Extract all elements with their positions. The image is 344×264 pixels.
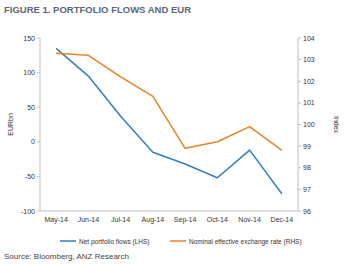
y-tick-label: 50: [27, 104, 35, 111]
y2-tick-label: 96: [303, 208, 311, 215]
x-tick-label: May-14: [44, 216, 67, 224]
y2-tick: [298, 59, 301, 60]
x-tick-label: Aug-14: [142, 216, 165, 224]
y-axis-label: EURbn: [7, 113, 14, 136]
y2-tick-label: 101: [303, 99, 315, 106]
y2-axis-label: Index: [333, 116, 340, 134]
y2-tick-label: 98: [303, 164, 311, 171]
y2-tick-label: 102: [303, 78, 315, 85]
y2-tick: [298, 211, 301, 212]
y2-tick: [298, 124, 301, 125]
plot-area: [56, 48, 282, 193]
y-tick-label: -50: [25, 173, 35, 180]
y-tick: [37, 72, 40, 73]
x-tick-label: Dec-14: [271, 216, 294, 223]
y-tick-label: 100: [23, 69, 35, 76]
x-tick-label: Sep-14: [174, 216, 197, 224]
legend-swatch: [60, 240, 76, 242]
x-tick-label: Jul-14: [111, 216, 130, 223]
x-tick-label: Jun-14: [78, 216, 100, 223]
y2-tick: [298, 189, 301, 190]
y2-tick: [298, 102, 301, 103]
x-axis-line: [40, 211, 298, 212]
y-tick: [37, 107, 40, 108]
series-line: [56, 53, 282, 150]
x-tick-label: Oct-14: [207, 216, 228, 223]
y2-tick: [298, 81, 301, 82]
y2-tick: [298, 38, 301, 39]
source: Source: Bloomberg, ANZ Research: [4, 252, 129, 261]
y-tick-label: 0: [31, 138, 35, 145]
series-line: [56, 48, 282, 193]
legend-swatch: [170, 240, 186, 242]
y-axis-line: [40, 38, 41, 211]
y-tick: [37, 38, 40, 39]
y-tick: [37, 211, 40, 212]
legend-label: Net portfolio flows (LHS): [79, 238, 149, 246]
chart: FIGURE 1. PORTFOLIO FLOWS AND EUR -100 -50…: [0, 0, 344, 264]
y2-tick: [298, 146, 301, 147]
y-tick-label: 150: [23, 35, 35, 42]
y-tick: [37, 141, 40, 142]
x-tick-label: Nov-14: [238, 216, 261, 223]
legend-label: Nominal effective exchange rate (RHS): [189, 238, 302, 246]
y2-tick-label: 103: [303, 56, 315, 63]
y-tick-label: -100: [21, 208, 35, 215]
title: FIGURE 1. PORTFOLIO FLOWS AND EUR: [4, 4, 191, 15]
y2-tick-label: 104: [303, 35, 315, 42]
y2-tick-label: 100: [303, 121, 315, 128]
y2-tick: [298, 167, 301, 168]
y2-tick-label: 97: [303, 186, 311, 193]
y-tick: [37, 176, 40, 177]
y2-tick-label: 99: [303, 143, 311, 150]
